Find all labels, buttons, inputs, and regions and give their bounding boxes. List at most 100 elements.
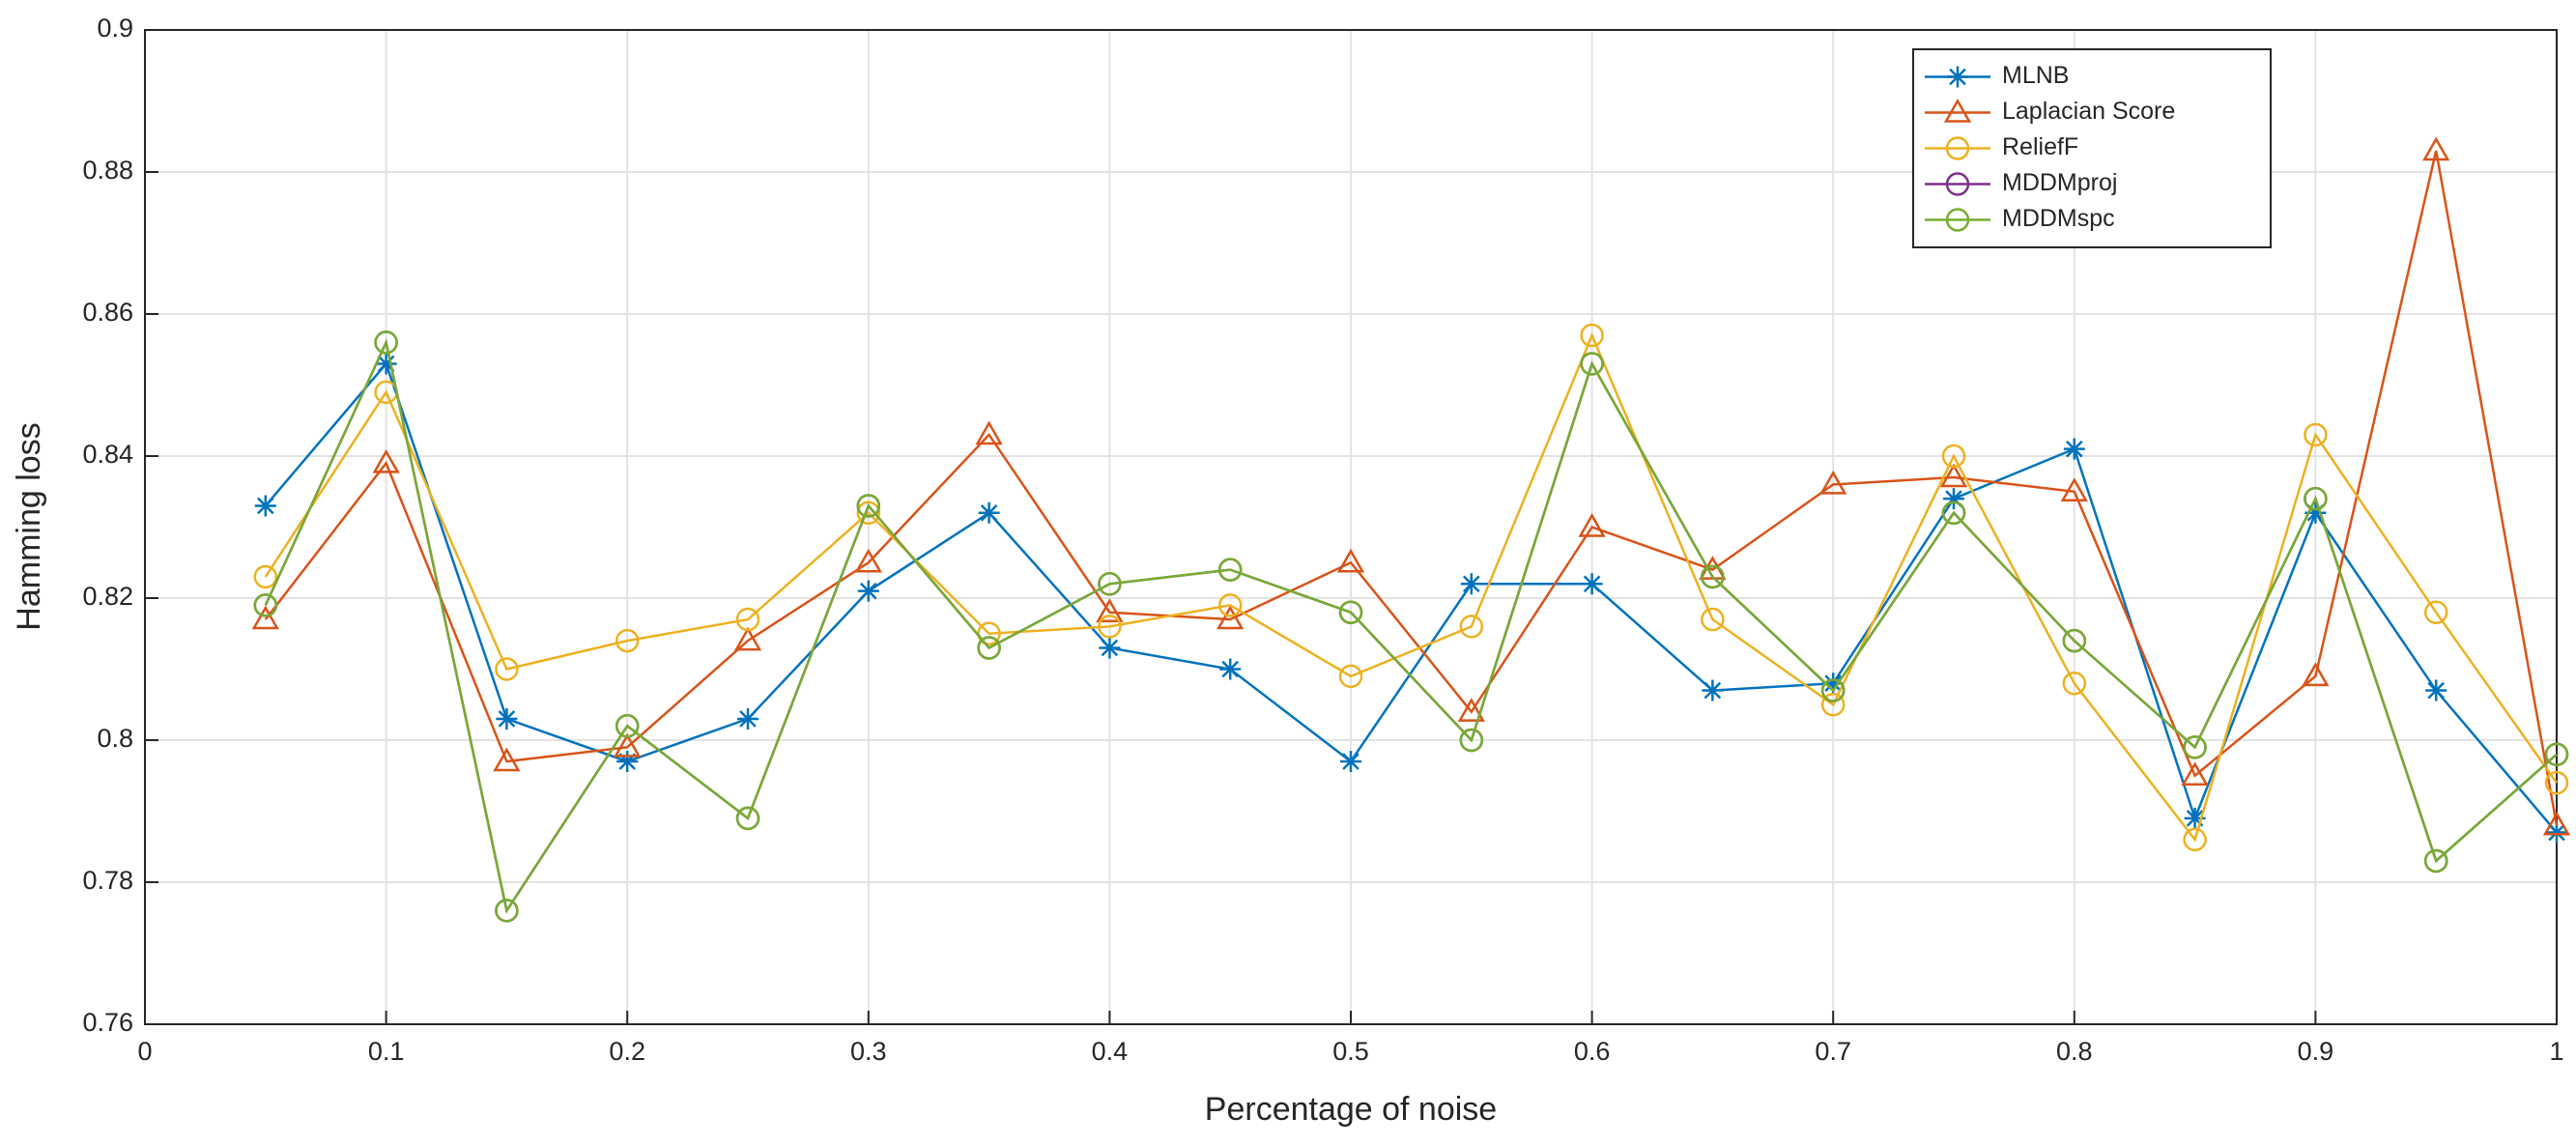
x-tick-label: 0.8 bbox=[2056, 1037, 2093, 1066]
data-point bbox=[1941, 501, 1966, 526]
data-point bbox=[1099, 637, 1121, 659]
x-tick-label: 1 bbox=[2549, 1037, 2563, 1066]
data-point bbox=[735, 607, 760, 632]
legend-label: Laplacian Score bbox=[2002, 98, 2175, 125]
data-point bbox=[1820, 678, 1846, 702]
data-point bbox=[2304, 501, 2327, 524]
legend-label: MDDMproj bbox=[2002, 169, 2117, 196]
data-point bbox=[1581, 573, 1603, 595]
legend: MLNB Laplacian Score ReliefF MDDMproj MDDMsp… bbox=[1912, 48, 2272, 248]
data-point bbox=[251, 605, 279, 630]
data-point bbox=[2183, 827, 2207, 852]
data-point bbox=[1701, 564, 1725, 589]
data-point bbox=[372, 448, 400, 473]
x-tick-label: 0.2 bbox=[609, 1037, 645, 1066]
data-point bbox=[616, 751, 639, 773]
data-point bbox=[1340, 751, 1361, 773]
data-point bbox=[1941, 444, 1966, 469]
data-point bbox=[1338, 664, 1363, 689]
data-point bbox=[253, 564, 278, 589]
y-tick-label: 0.8 bbox=[97, 724, 133, 753]
y-tick-label: 0.86 bbox=[82, 298, 133, 327]
x-tick-label: 0.5 bbox=[1332, 1037, 1369, 1066]
data-point bbox=[615, 628, 640, 653]
series-line bbox=[264, 360, 2558, 834]
data-point bbox=[1820, 693, 1846, 717]
data-point bbox=[2063, 438, 2085, 460]
data-point bbox=[1459, 728, 1484, 753]
data-point bbox=[1702, 679, 1724, 702]
data-point bbox=[1098, 572, 1122, 596]
y-tick-label: 0.88 bbox=[82, 156, 133, 185]
data-point bbox=[733, 626, 762, 651]
data-point bbox=[1098, 615, 1122, 639]
data-point bbox=[978, 501, 1000, 524]
data-point bbox=[254, 495, 276, 517]
data-point bbox=[2184, 807, 2206, 829]
data-point bbox=[1460, 573, 1482, 595]
x-axis-label: Percentage of noise bbox=[1205, 1091, 1497, 1128]
x-tick-label: 0.4 bbox=[1092, 1037, 1129, 1066]
data-point bbox=[495, 899, 519, 923]
data-point bbox=[1219, 658, 1242, 680]
data-point bbox=[1939, 463, 1968, 488]
data-point bbox=[2062, 671, 2087, 696]
data-point bbox=[2062, 628, 2087, 653]
legend-marker bbox=[1947, 66, 1968, 88]
x-tick-label: 0 bbox=[137, 1037, 152, 1066]
data-point bbox=[1701, 607, 1725, 632]
data-point bbox=[2546, 821, 2567, 844]
data-point bbox=[856, 501, 881, 526]
y-tick-label: 0.78 bbox=[82, 866, 133, 895]
y-axis-label: Hamming loss bbox=[11, 422, 47, 630]
data-point bbox=[1338, 600, 1363, 624]
data-point bbox=[253, 593, 278, 617]
y-tick-label: 0.84 bbox=[82, 440, 133, 469]
x-tick-label: 0.7 bbox=[1815, 1037, 1851, 1066]
legend-label: MLNB bbox=[2002, 62, 2069, 89]
series-line bbox=[264, 338, 2558, 914]
data-point bbox=[854, 548, 882, 573]
data-point bbox=[2183, 735, 2207, 759]
legend-marker bbox=[1943, 98, 1972, 123]
data-point bbox=[496, 707, 518, 730]
data-point bbox=[1336, 548, 1365, 573]
data-point bbox=[2425, 679, 2447, 702]
data-point bbox=[1578, 512, 1606, 537]
data-point bbox=[375, 353, 397, 375]
x-tick-label: 0.3 bbox=[850, 1037, 887, 1066]
legend-label: ReliefF bbox=[2002, 133, 2078, 160]
data-point bbox=[1217, 593, 1243, 617]
data-point bbox=[1217, 558, 1243, 582]
legend-marker bbox=[1945, 208, 1970, 232]
data-point bbox=[1822, 673, 1845, 695]
data-point bbox=[856, 494, 881, 518]
data-point bbox=[2544, 770, 2569, 795]
data-point bbox=[2304, 486, 2328, 511]
data-point bbox=[493, 747, 521, 772]
data-point bbox=[2542, 811, 2571, 836]
x-tick-label: 0.1 bbox=[368, 1037, 405, 1066]
series-line bbox=[264, 331, 2559, 843]
data-point bbox=[1580, 323, 1604, 348]
data-point bbox=[1459, 615, 1484, 639]
y-tick-label: 0.76 bbox=[82, 1008, 133, 1037]
data-point bbox=[977, 636, 1001, 660]
data-point bbox=[374, 330, 398, 355]
data-point bbox=[975, 420, 1003, 445]
data-point bbox=[1457, 698, 1485, 722]
legend-marker bbox=[1945, 136, 1970, 160]
data-point bbox=[2423, 600, 2448, 624]
data-point bbox=[614, 732, 642, 758]
data-point bbox=[2302, 662, 2330, 687]
data-point bbox=[1216, 605, 1245, 630]
data-point bbox=[2304, 422, 2328, 447]
y-tick-label: 0.9 bbox=[97, 14, 133, 43]
data-point bbox=[1096, 598, 1124, 622]
data-point bbox=[857, 580, 879, 602]
data-point bbox=[735, 806, 760, 831]
y-tick-label: 0.82 bbox=[82, 582, 133, 611]
data-point bbox=[2060, 477, 2088, 501]
x-tick-label: 0.6 bbox=[1574, 1037, 1611, 1066]
